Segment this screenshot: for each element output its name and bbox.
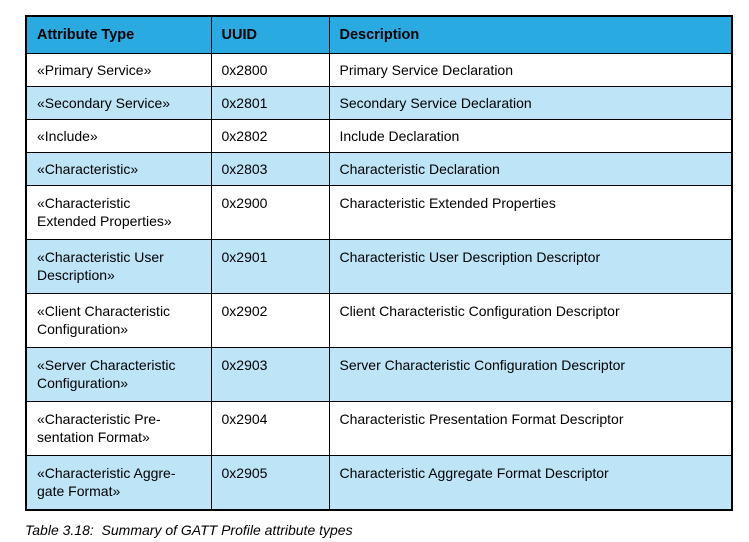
cell-description: Characteristic Aggregate Format Descript… [328,455,733,511]
table-row: «Characteristic Pre- sentation Format» 0… [25,401,733,456]
cell-description: Primary Service Declaration [328,53,733,87]
cell-attribute-type: «Secondary Service» [25,86,212,120]
cell-description: Include Declaration [328,119,733,153]
cell-uuid: 0x2901 [210,239,330,294]
cell-attribute-type: «Include» [25,119,212,153]
table-row: «Client Characteristic Configuration» 0x… [25,293,733,348]
table-caption: Table 3.18: Summary of GATT Profile attr… [25,522,353,538]
table-row: «Characteristic» 0x2803 Characteristic D… [25,152,733,186]
cell-uuid: 0x2905 [210,455,330,511]
cell-uuid: 0x2803 [210,152,330,186]
cell-uuid: 0x2800 [210,53,330,87]
cell-description: Characteristic Declaration [328,152,733,186]
table-row: «Characteristic Extended Properties» 0x2… [25,185,733,240]
table-row: «Characteristic Aggre- gate Format» 0x29… [25,455,733,511]
cell-attribute-type: «Characteristic Extended Properties» [25,185,212,240]
column-header-uuid: UUID [210,15,330,54]
table-row: «Primary Service» 0x2800 Primary Service… [25,53,733,87]
cell-attribute-type: «Server Characteristic Configuration» [25,347,212,402]
cell-description: Client Characteristic Configuration Desc… [328,293,733,348]
header-row: Attribute Type UUID Description [25,15,733,54]
cell-uuid: 0x2802 [210,119,330,153]
cell-description: Secondary Service Declaration [328,86,733,120]
cell-uuid: 0x2903 [210,347,330,402]
gatt-attribute-table: Attribute Type UUID Description «Primary… [25,15,733,511]
cell-description: Characteristic Extended Properties [328,185,733,240]
table-row: «Secondary Service» 0x2801 Secondary Ser… [25,86,733,120]
cell-description: Characteristic User Description Descript… [328,239,733,294]
cell-uuid: 0x2900 [210,185,330,240]
cell-description: Characteristic Presentation Format Descr… [328,401,733,456]
table-row: «Characteristic User Description» 0x2901… [25,239,733,294]
cell-attribute-type: «Characteristic Aggre- gate Format» [25,455,212,511]
cell-uuid: 0x2801 [210,86,330,120]
cell-attribute-type: «Characteristic» [25,152,212,186]
column-header-attribute-type: Attribute Type [25,15,212,54]
cell-attribute-type: «Characteristic Pre- sentation Format» [25,401,212,456]
cell-description: Server Characteristic Configuration Desc… [328,347,733,402]
cell-attribute-type: «Client Characteristic Configuration» [25,293,212,348]
cell-attribute-type: «Primary Service» [25,53,212,87]
cell-uuid: 0x2902 [210,293,330,348]
cell-attribute-type: «Characteristic User Description» [25,239,212,294]
column-header-description: Description [328,15,733,54]
cell-uuid: 0x2904 [210,401,330,456]
table-row: «Include» 0x2802 Include Declaration [25,119,733,153]
table-row: «Server Characteristic Configuration» 0x… [25,347,733,402]
